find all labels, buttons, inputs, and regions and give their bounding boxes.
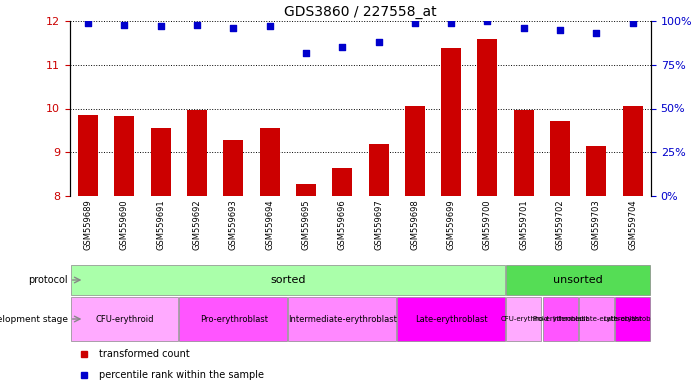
Bar <box>260 128 280 196</box>
Title: GDS3860 / 227558_at: GDS3860 / 227558_at <box>284 5 437 18</box>
Point <box>591 30 602 36</box>
Bar <box>332 167 352 196</box>
Bar <box>405 106 425 196</box>
Text: GSM559689: GSM559689 <box>84 199 93 250</box>
Text: GSM559704: GSM559704 <box>628 199 637 250</box>
Bar <box>296 184 316 196</box>
Text: Pro-erythroblast: Pro-erythroblast <box>533 316 589 322</box>
Bar <box>623 106 643 196</box>
Bar <box>114 116 134 196</box>
Point <box>119 22 130 28</box>
Point <box>518 25 529 31</box>
Text: GSM559702: GSM559702 <box>556 199 565 250</box>
Text: CFU-erythroid: CFU-erythroid <box>96 314 154 323</box>
Point <box>555 26 566 33</box>
Bar <box>507 265 650 295</box>
Text: Pro-erythroblast: Pro-erythroblast <box>200 314 268 323</box>
Text: Late-erythroblast: Late-erythroblast <box>603 316 663 322</box>
Text: transformed count: transformed count <box>99 349 189 359</box>
Text: GSM559695: GSM559695 <box>301 199 310 250</box>
Text: unsorted: unsorted <box>553 275 603 285</box>
Point <box>155 23 166 29</box>
Text: sorted: sorted <box>270 275 305 285</box>
Bar <box>288 297 396 341</box>
Text: GSM559700: GSM559700 <box>483 199 492 250</box>
Text: Intermediate-erythroblast: Intermediate-erythroblast <box>288 314 397 323</box>
Text: development stage: development stage <box>0 314 68 323</box>
Bar <box>587 146 607 196</box>
Text: GSM559697: GSM559697 <box>374 199 383 250</box>
Text: GSM559690: GSM559690 <box>120 199 129 250</box>
Point <box>337 44 348 50</box>
Bar <box>441 48 461 196</box>
Text: Late-erythroblast: Late-erythroblast <box>415 314 489 323</box>
Text: GSM559701: GSM559701 <box>520 199 529 250</box>
Bar <box>180 297 287 341</box>
Text: GSM559692: GSM559692 <box>192 199 201 250</box>
Bar <box>397 297 505 341</box>
Bar <box>542 297 578 341</box>
Text: GSM559699: GSM559699 <box>446 199 455 250</box>
Text: GSM559694: GSM559694 <box>265 199 274 250</box>
Point <box>482 18 493 24</box>
Bar <box>187 110 207 196</box>
Text: protocol: protocol <box>28 275 68 285</box>
Point <box>627 20 638 26</box>
Point <box>301 50 312 56</box>
Point <box>82 20 93 26</box>
Point <box>409 20 420 26</box>
Point <box>228 25 239 31</box>
Text: GSM559698: GSM559698 <box>410 199 419 250</box>
Bar <box>477 38 498 196</box>
Text: Intermediate-erythroblast: Intermediate-erythroblast <box>552 316 642 322</box>
Bar <box>223 140 243 196</box>
Text: percentile rank within the sample: percentile rank within the sample <box>99 370 264 380</box>
Point <box>264 23 275 29</box>
Bar <box>70 297 178 341</box>
Bar <box>70 265 505 295</box>
Bar <box>151 128 171 196</box>
Text: CFU-erythroid: CFU-erythroid <box>500 316 549 322</box>
Point <box>446 20 457 26</box>
Text: GSM559703: GSM559703 <box>592 199 601 250</box>
Bar <box>550 121 570 196</box>
Text: GSM559693: GSM559693 <box>229 199 238 250</box>
Bar <box>579 297 614 341</box>
Bar <box>615 297 650 341</box>
Bar <box>514 110 533 196</box>
Text: GSM559691: GSM559691 <box>156 199 165 250</box>
Point <box>191 22 202 28</box>
Text: GSM559696: GSM559696 <box>338 199 347 250</box>
Bar <box>368 144 388 196</box>
Point <box>373 39 384 45</box>
Bar <box>507 297 541 341</box>
Bar <box>78 115 98 196</box>
